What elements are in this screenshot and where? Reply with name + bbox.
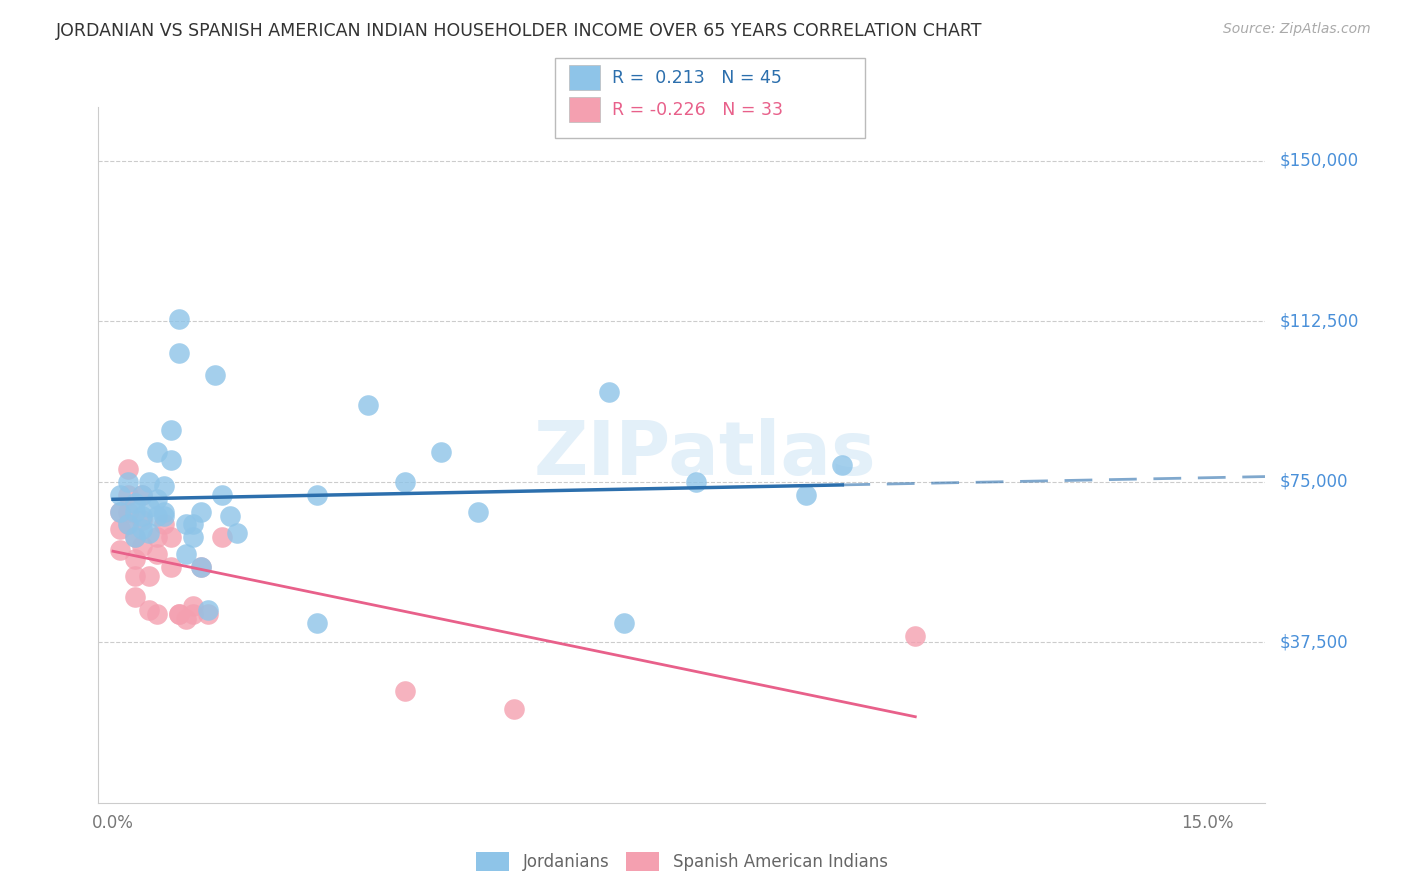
- Point: [117, 462, 139, 476]
- Point: [124, 591, 146, 605]
- Point: [153, 508, 176, 523]
- Point: [204, 368, 226, 382]
- Text: JORDANIAN VS SPANISH AMERICAN INDIAN HOUSEHOLDER INCOME OVER 65 YEARS CORRELATIO: JORDANIAN VS SPANISH AMERICAN INDIAN HOU…: [56, 22, 983, 40]
- Point: [117, 505, 139, 519]
- Point: [211, 487, 233, 501]
- Point: [131, 487, 153, 501]
- Point: [197, 607, 219, 622]
- Point: [146, 548, 169, 562]
- Point: [167, 607, 190, 622]
- Point: [153, 517, 176, 532]
- Text: R =  0.213   N = 45: R = 0.213 N = 45: [612, 69, 782, 87]
- Point: [357, 398, 380, 412]
- Point: [167, 346, 190, 360]
- Point: [110, 522, 132, 536]
- Point: [117, 517, 139, 532]
- Point: [190, 560, 212, 574]
- Point: [794, 487, 817, 501]
- Point: [110, 487, 132, 501]
- Text: R = -0.226   N = 33: R = -0.226 N = 33: [612, 101, 783, 119]
- Point: [160, 560, 183, 574]
- Point: [124, 530, 146, 544]
- Point: [138, 475, 160, 489]
- Point: [181, 517, 204, 532]
- Point: [138, 603, 160, 617]
- Text: $75,000: $75,000: [1279, 473, 1348, 491]
- Point: [124, 505, 146, 519]
- Point: [181, 607, 204, 622]
- Point: [904, 629, 927, 643]
- Point: [160, 453, 183, 467]
- Point: [138, 526, 160, 541]
- Point: [181, 599, 204, 613]
- Point: [181, 530, 204, 544]
- Point: [146, 491, 169, 506]
- Point: [131, 487, 153, 501]
- Point: [124, 569, 146, 583]
- Point: [131, 508, 153, 523]
- Point: [160, 530, 183, 544]
- Text: $37,500: $37,500: [1279, 633, 1348, 651]
- Point: [167, 312, 190, 326]
- Point: [117, 517, 139, 532]
- Point: [146, 530, 169, 544]
- Point: [124, 496, 146, 510]
- Point: [430, 444, 453, 458]
- Point: [110, 505, 132, 519]
- Point: [211, 530, 233, 544]
- Point: [685, 475, 707, 489]
- Text: Source: ZipAtlas.com: Source: ZipAtlas.com: [1223, 22, 1371, 37]
- Point: [503, 701, 526, 715]
- Legend: Jordanians, Spanish American Indians: Jordanians, Spanish American Indians: [470, 846, 894, 878]
- Point: [131, 513, 153, 527]
- Point: [394, 684, 416, 698]
- Point: [167, 607, 190, 622]
- Point: [190, 505, 212, 519]
- Point: [394, 475, 416, 489]
- Point: [131, 522, 153, 536]
- Point: [174, 612, 197, 626]
- Point: [218, 508, 240, 523]
- Point: [117, 487, 139, 501]
- Point: [598, 384, 620, 399]
- Point: [226, 526, 249, 541]
- Point: [153, 505, 176, 519]
- Point: [197, 603, 219, 617]
- Point: [146, 607, 169, 622]
- Point: [124, 551, 146, 566]
- Point: [146, 508, 169, 523]
- Point: [110, 543, 132, 558]
- Point: [146, 444, 169, 458]
- Text: $150,000: $150,000: [1279, 152, 1358, 169]
- Point: [190, 560, 212, 574]
- Point: [307, 487, 329, 501]
- Point: [307, 615, 329, 630]
- Text: ZIPatlas: ZIPatlas: [534, 418, 876, 491]
- Point: [117, 475, 139, 489]
- Point: [467, 505, 489, 519]
- Point: [110, 505, 132, 519]
- Point: [174, 517, 197, 532]
- Text: $112,500: $112,500: [1279, 312, 1358, 330]
- Point: [153, 479, 176, 493]
- Point: [613, 615, 636, 630]
- Point: [160, 423, 183, 437]
- Point: [124, 530, 146, 544]
- Point: [174, 548, 197, 562]
- Point: [138, 569, 160, 583]
- Point: [138, 500, 160, 515]
- Point: [131, 539, 153, 553]
- Point: [831, 458, 853, 472]
